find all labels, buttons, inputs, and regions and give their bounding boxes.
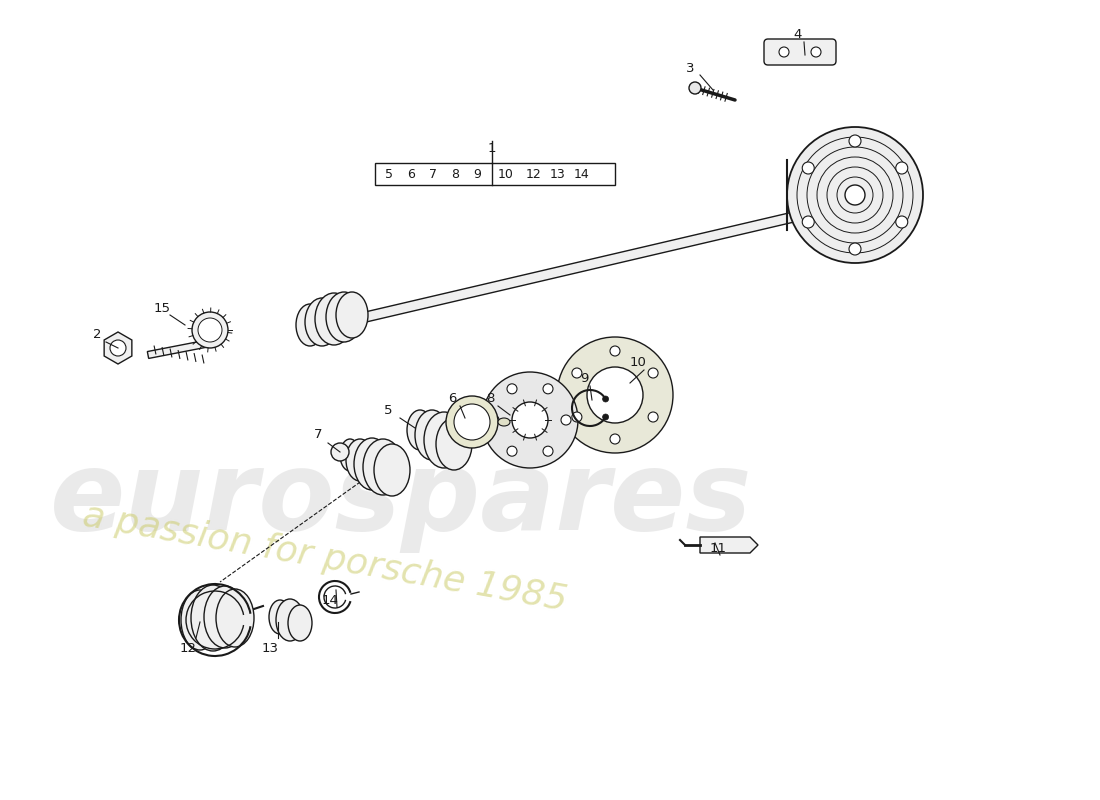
Text: 12: 12 xyxy=(526,167,542,181)
Ellipse shape xyxy=(436,418,472,470)
Circle shape xyxy=(561,415,571,425)
Text: 4: 4 xyxy=(794,29,802,42)
Circle shape xyxy=(557,337,673,453)
Ellipse shape xyxy=(182,590,219,650)
Circle shape xyxy=(689,82,701,94)
Text: 6: 6 xyxy=(448,391,456,405)
Text: 10: 10 xyxy=(498,167,514,181)
Circle shape xyxy=(198,318,222,342)
Polygon shape xyxy=(700,537,758,553)
Bar xyxy=(375,163,615,185)
FancyBboxPatch shape xyxy=(764,39,836,65)
Circle shape xyxy=(572,412,582,422)
Circle shape xyxy=(490,415,499,425)
Circle shape xyxy=(849,135,861,147)
Circle shape xyxy=(849,243,861,255)
Ellipse shape xyxy=(216,589,254,647)
Polygon shape xyxy=(104,332,132,364)
Polygon shape xyxy=(309,207,816,335)
Ellipse shape xyxy=(288,605,312,641)
Text: 13: 13 xyxy=(262,642,278,654)
Ellipse shape xyxy=(407,410,433,450)
Ellipse shape xyxy=(191,585,235,651)
Circle shape xyxy=(192,312,228,348)
Ellipse shape xyxy=(354,438,390,490)
Ellipse shape xyxy=(336,292,368,338)
Ellipse shape xyxy=(326,292,362,342)
Circle shape xyxy=(110,340,126,356)
Circle shape xyxy=(603,396,608,402)
Circle shape xyxy=(507,384,517,394)
Circle shape xyxy=(482,372,578,468)
Text: a passion for porsche 1985: a passion for porsche 1985 xyxy=(80,498,570,617)
Text: 12: 12 xyxy=(179,642,197,654)
Ellipse shape xyxy=(424,412,464,468)
Circle shape xyxy=(587,367,643,423)
Text: 2: 2 xyxy=(92,329,101,342)
Circle shape xyxy=(786,127,923,263)
Circle shape xyxy=(648,368,658,378)
Text: 7: 7 xyxy=(314,429,322,442)
Circle shape xyxy=(648,412,658,422)
Text: 9: 9 xyxy=(580,371,588,385)
Text: 5: 5 xyxy=(384,403,393,417)
Circle shape xyxy=(572,368,582,378)
Circle shape xyxy=(895,216,908,228)
Circle shape xyxy=(507,446,517,456)
Text: 13: 13 xyxy=(550,167,565,181)
Circle shape xyxy=(331,443,349,461)
Text: 8: 8 xyxy=(451,167,459,181)
Text: 11: 11 xyxy=(710,542,726,554)
Text: eurospares: eurospares xyxy=(50,446,752,553)
Circle shape xyxy=(610,346,620,356)
Ellipse shape xyxy=(315,293,353,345)
Ellipse shape xyxy=(363,439,403,495)
Text: 3: 3 xyxy=(685,62,694,74)
Polygon shape xyxy=(147,338,216,358)
Text: 9: 9 xyxy=(473,167,481,181)
Circle shape xyxy=(802,216,814,228)
Ellipse shape xyxy=(340,439,360,471)
Circle shape xyxy=(543,384,553,394)
Ellipse shape xyxy=(276,599,304,641)
Circle shape xyxy=(454,404,490,440)
Circle shape xyxy=(603,414,608,420)
Text: 15: 15 xyxy=(154,302,170,314)
Ellipse shape xyxy=(296,304,324,346)
Text: 6: 6 xyxy=(407,167,415,181)
Circle shape xyxy=(802,162,814,174)
Text: 5: 5 xyxy=(385,167,393,181)
Ellipse shape xyxy=(415,410,449,460)
Ellipse shape xyxy=(270,600,292,634)
Circle shape xyxy=(543,446,553,456)
Ellipse shape xyxy=(346,439,374,481)
Text: 1: 1 xyxy=(487,142,496,154)
Circle shape xyxy=(895,162,908,174)
Circle shape xyxy=(512,402,548,438)
Circle shape xyxy=(845,185,865,205)
Ellipse shape xyxy=(305,298,339,346)
Ellipse shape xyxy=(204,586,246,648)
Text: 14: 14 xyxy=(321,594,339,606)
Ellipse shape xyxy=(374,444,410,496)
Text: 8: 8 xyxy=(486,391,494,405)
Text: 7: 7 xyxy=(429,167,437,181)
Ellipse shape xyxy=(498,418,510,426)
Text: 10: 10 xyxy=(629,355,647,369)
Circle shape xyxy=(610,434,620,444)
Circle shape xyxy=(446,396,498,448)
Circle shape xyxy=(811,47,821,57)
Circle shape xyxy=(779,47,789,57)
Text: 14: 14 xyxy=(574,167,590,181)
